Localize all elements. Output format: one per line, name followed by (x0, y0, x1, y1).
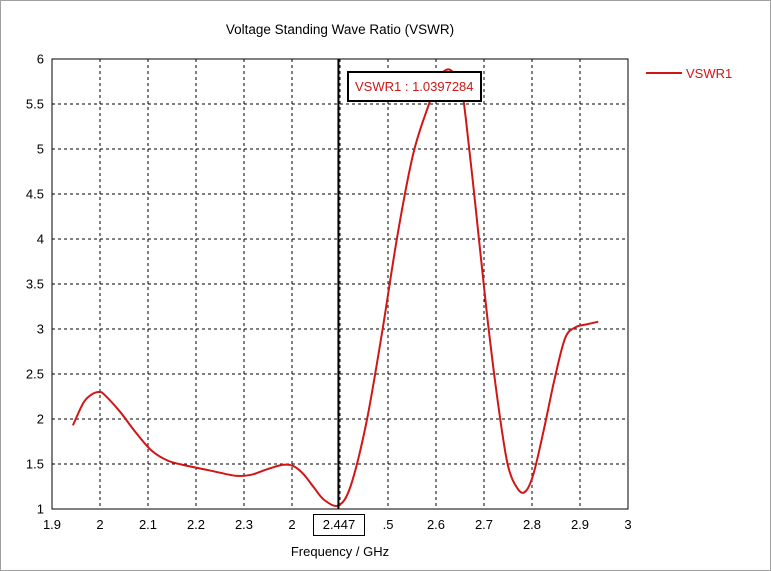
y-tick-label: 1 (37, 502, 44, 517)
legend-label-vswr1: VSWR1 (686, 65, 733, 81)
y-tick-label: 1.5 (26, 457, 44, 472)
marker-readout-label: VSWR1 : 1.0397284 (355, 79, 474, 94)
x-tick-label: 1.9 (43, 517, 61, 532)
x-tick-label: 2.2 (187, 517, 205, 532)
y-tick-label: 5 (37, 142, 44, 157)
marker-x-readout[interactable]: 2.447 (313, 514, 365, 536)
series-line-vswr1 (71, 68, 599, 507)
x-tick-label: 2.8 (523, 517, 541, 532)
y-tick-label: 2 (37, 412, 44, 427)
x-tick-label: 2 (96, 517, 103, 532)
x-tick-label: .5 (383, 517, 394, 532)
y-tick-label: 4 (37, 232, 44, 247)
x-tick-label: 2 (288, 517, 295, 532)
y-tick-label: 4.5 (26, 187, 44, 202)
legend: VSWR1 (646, 63, 732, 83)
y-tick-label: 3 (37, 322, 44, 337)
y-tick-label: 5.5 (26, 97, 44, 112)
x-tick-label: 2.3 (235, 517, 253, 532)
grid-lines (52, 59, 628, 509)
y-tick-label: 3.5 (26, 277, 44, 292)
chart-title: Voltage Standing Wave Ratio (VSWR) (225, 22, 455, 37)
x-tick-label: 2.6 (427, 517, 445, 532)
y-tick-label: 2.5 (26, 367, 44, 382)
legend-swatch-vswr1 (646, 72, 682, 74)
y-axis-ticks: 1 1.5 2 2.5 3 3.5 4 4.5 5 5.5 6 (26, 52, 44, 517)
marker-readout[interactable]: VSWR1 : 1.0397284 (347, 71, 482, 102)
x-axis-ticks: 1.9 2 2.1 2.2 2.3 2 .5 2.6 2.7 2.8 2.9 3 (43, 517, 632, 532)
x-tick-label: 2.9 (571, 517, 589, 532)
x-tick-label: 3 (624, 517, 631, 532)
y-tick-label: 6 (37, 52, 44, 67)
x-axis-label: Frequency / GHz (290, 544, 390, 559)
x-tick-label: 2.7 (475, 517, 493, 532)
x-tick-label: 2.1 (139, 517, 157, 532)
plot-area-border (51, 58, 629, 510)
